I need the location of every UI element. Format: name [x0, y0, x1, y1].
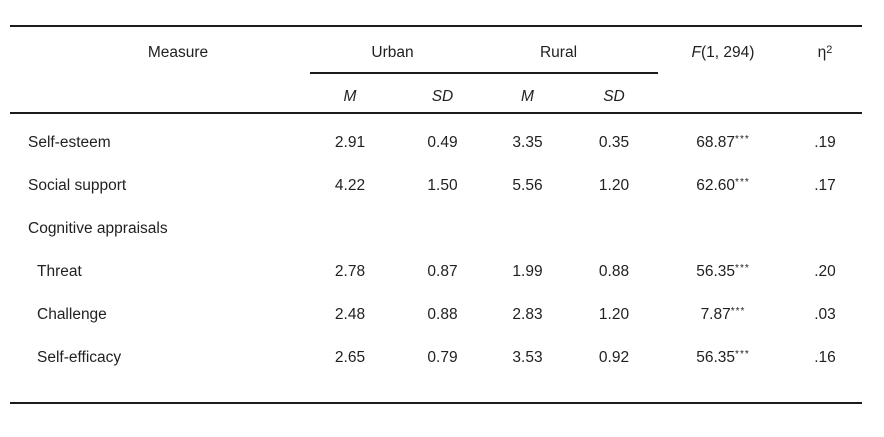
- cell-rural-mean: 1.99: [512, 262, 543, 280]
- table-body: Self-esteem 2.91 0.49 3.35 0.35 68.87***…: [10, 114, 862, 402]
- significance-asterisks: ***: [735, 349, 750, 361]
- header-f-statistic: F(1, 294): [658, 44, 788, 62]
- table-header: Measure Urban Rural F(1, 294) η2 M SD M …: [10, 27, 862, 114]
- cell-urban-sd: 0.49: [427, 133, 458, 151]
- cell-urban-mean: 2.48: [334, 305, 366, 323]
- cell-eta-squared: .16: [814, 348, 836, 366]
- table-row: Social support 4.22 1.50 5.56 1.20 62.60…: [10, 164, 862, 207]
- header-rural-sd: SD: [603, 87, 625, 105]
- cell-f-value: 7.87***: [658, 306, 788, 324]
- cell-f-value: 68.87***: [658, 134, 788, 152]
- header-measure: Measure: [147, 44, 209, 61]
- header-row-statistics: M SD M SD: [10, 72, 862, 112]
- cell-rural-mean: 3.53: [512, 348, 543, 366]
- cell-f-value: 62.60***: [658, 177, 788, 195]
- cell-rural-sd: 0.35: [598, 133, 630, 151]
- row-label: Self-efficacy: [37, 348, 122, 366]
- cell-urban-mean: 2.78: [334, 262, 366, 280]
- cell-rural-mean: 2.83: [512, 305, 543, 323]
- significance-asterisks: ***: [735, 177, 750, 189]
- significance-asterisks: ***: [735, 134, 750, 146]
- table-row: Challenge 2.48 0.88 2.83 1.20 7.87*** .0…: [10, 293, 862, 336]
- cell-eta-squared: .17: [814, 176, 836, 194]
- urban-rural-spanner-rule: [310, 72, 658, 74]
- cell-urban-sd: 1.50: [427, 176, 458, 194]
- header-row-groups: Measure Urban Rural F(1, 294) η2: [10, 27, 862, 72]
- cell-urban-mean: 4.22: [334, 176, 366, 194]
- cell-rural-sd: 0.88: [598, 262, 630, 280]
- f-value: 62.60: [696, 176, 736, 194]
- header-eta-squared: η2: [788, 44, 862, 62]
- table-row: Self-esteem 2.91 0.49 3.35 0.35 68.87***…: [10, 121, 862, 164]
- header-group-urban: Urban: [371, 44, 414, 61]
- row-label: Self-esteem: [28, 133, 111, 151]
- cell-urban-sd: 0.88: [427, 305, 458, 323]
- row-label: Threat: [37, 262, 82, 280]
- table-row: Threat 2.78 0.87 1.99 0.88 56.35*** .20: [10, 250, 862, 293]
- cell-urban-sd: 0.87: [427, 262, 458, 280]
- cell-rural-mean: 5.56: [512, 176, 543, 194]
- cell-f-value: 56.35***: [658, 349, 788, 367]
- cell-rural-sd: 1.20: [598, 305, 630, 323]
- header-group-rural: Rural: [539, 44, 578, 61]
- row-label: Challenge: [37, 305, 107, 323]
- f-value: 56.35: [696, 348, 736, 366]
- cell-urban-sd: 0.79: [427, 348, 458, 366]
- header-urban-sd: SD: [431, 87, 454, 105]
- cell-eta-squared: .20: [814, 262, 836, 280]
- f-value: 7.87: [700, 305, 731, 323]
- header-rural-mean: M: [521, 87, 534, 105]
- row-label: Social support: [28, 176, 127, 194]
- cell-eta-squared: .03: [814, 305, 836, 323]
- significance-asterisks: ***: [730, 306, 746, 318]
- table-row: Cognitive appraisals: [10, 207, 862, 250]
- cell-eta-squared: .19: [814, 133, 836, 151]
- eta-symbol: η: [817, 44, 827, 61]
- statistics-table: Measure Urban Rural F(1, 294) η2 M SD M …: [10, 25, 862, 404]
- f-symbol: F: [691, 44, 702, 61]
- eta-exponent: 2: [826, 43, 833, 56]
- f-degrees-of-freedom: (1, 294): [701, 44, 755, 61]
- f-value: 68.87: [696, 133, 736, 151]
- header-urban-mean: M: [343, 87, 357, 105]
- significance-asterisks: ***: [735, 263, 750, 275]
- cell-urban-mean: 2.91: [334, 133, 366, 151]
- cell-f-value: 56.35***: [658, 263, 788, 281]
- table-row: Self-efficacy 2.65 0.79 3.53 0.92 56.35*…: [10, 336, 862, 379]
- cell-rural-mean: 3.35: [512, 133, 543, 151]
- row-label: Cognitive appraisals: [28, 219, 168, 237]
- cell-urban-mean: 2.65: [334, 348, 366, 366]
- cell-rural-sd: 0.92: [598, 348, 630, 366]
- f-value: 56.35: [696, 262, 736, 280]
- cell-rural-sd: 1.20: [598, 176, 630, 194]
